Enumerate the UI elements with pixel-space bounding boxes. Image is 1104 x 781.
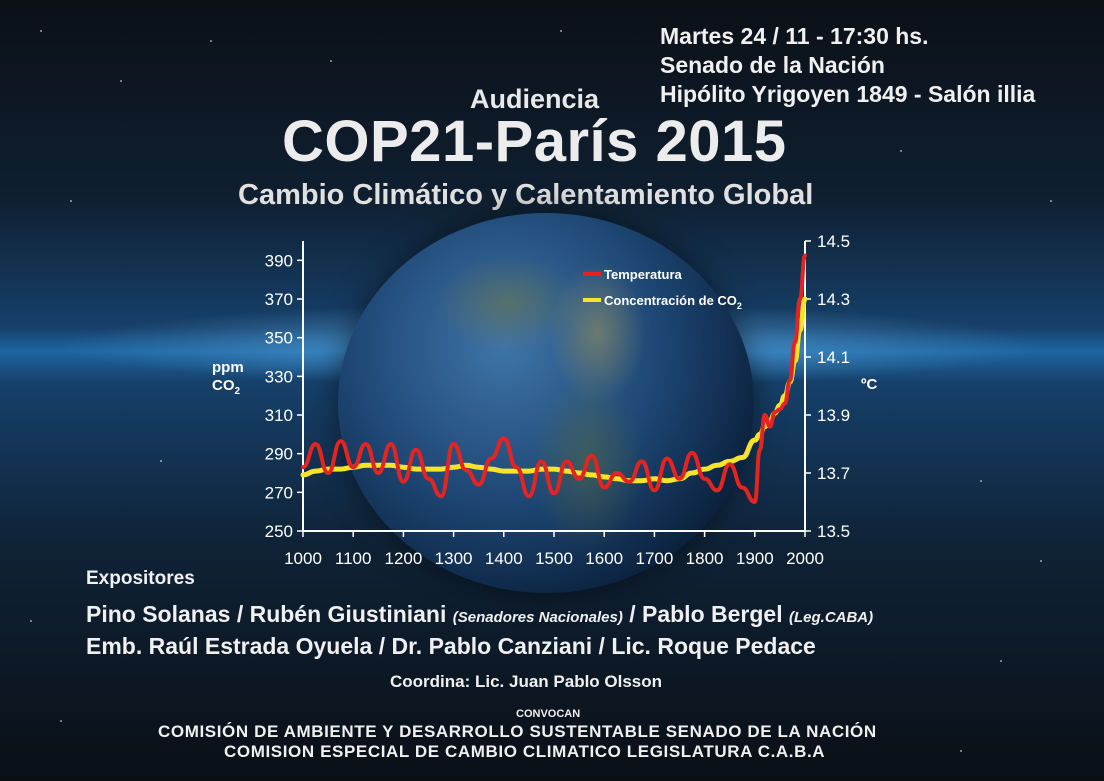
y-left-label-top: ppm — [212, 359, 244, 376]
y-left-label-sub: 2 — [234, 386, 241, 397]
y-left-tick-label: 310 — [265, 406, 293, 425]
y-right-tick-label: 13.9 — [817, 406, 850, 425]
x-tick-label: 1600 — [585, 549, 623, 568]
y-left-tick-label: 390 — [265, 251, 293, 270]
legend-label-temperature: Temperatura — [604, 267, 683, 282]
y-left-tick-label: 370 — [265, 290, 293, 309]
speakers-line-1: Pino Solanas / Rubén Giustiniani (Senado… — [86, 601, 873, 628]
y-right-label: ºC — [861, 376, 878, 393]
organizers-heading: CONVOCAN — [516, 708, 581, 720]
pre-title: Audiencia — [470, 84, 600, 114]
speakers-heading: Expositores — [86, 568, 195, 589]
event-date-time: Martes 24 / 11 - 17:30 hs. — [660, 23, 929, 49]
x-tick-label: 1500 — [535, 549, 573, 568]
x-tick-label: 1900 — [736, 549, 774, 568]
chart-lines — [300, 253, 808, 504]
y-left-tick-label: 350 — [265, 329, 293, 348]
x-tick-label: 1200 — [384, 549, 422, 568]
coordinator: Coordina: Lic. Juan Pablo Olsson — [390, 672, 663, 691]
page-title: COP21-París 2015 — [282, 109, 787, 174]
chart-legend: Temperatura Concentración de CO2 — [583, 267, 742, 311]
y-right-tick-label: 13.5 — [817, 522, 850, 541]
x-tick-label: 1700 — [635, 549, 673, 568]
y-left-tick-label: 250 — [265, 522, 293, 541]
y-left-tick-label: 290 — [265, 445, 293, 464]
temperature-series-line — [301, 253, 807, 504]
senators-role: (Senadores Nacionales) — [452, 609, 623, 626]
y-right-tick-label: 14.5 — [817, 232, 850, 251]
x-tick-label: 2000 — [786, 549, 824, 568]
y-left-label-main: CO — [212, 377, 235, 394]
x-tick-label: 1100 — [335, 549, 372, 568]
speakers-senators: Pino Solanas / Rubén Giustiniani — [86, 601, 447, 627]
y-right-tick-label: 14.3 — [817, 290, 850, 309]
co2-series-line — [300, 296, 808, 484]
x-tick-label: 1400 — [485, 549, 523, 568]
legend-label-co2-sub: 2 — [737, 301, 742, 311]
page-subtitle: Cambio Climático y Calentamiento Global — [238, 179, 814, 211]
x-tick-label: 1300 — [435, 549, 473, 568]
event-info: Martes 24 / 11 - 17:30 hs. Senado de la … — [660, 22, 1035, 109]
x-tick-label: 1000 — [284, 549, 322, 568]
bergel-role: (Leg.CABA) — [788, 609, 874, 626]
y-right-tick-label: 14.1 — [817, 348, 850, 367]
legend-label-co2: Concentración de CO2 — [604, 293, 742, 311]
y-left-tick-label: 330 — [265, 367, 293, 386]
event-venue: Senado de la Nación — [660, 52, 885, 78]
organizer-legislature: COMISION ESPECIAL DE CAMBIO CLIMATICO LE… — [224, 742, 826, 761]
chart-axes: 250 270 290 310 330 350 370 390 13.5 13.7 13.9 14.1… — [265, 232, 850, 568]
y-right-tick-label: 13.7 — [817, 464, 850, 483]
x-tick-label: 1800 — [686, 549, 724, 568]
y-left-label: CO2 — [212, 377, 240, 397]
event-address: Hipólito Yrigoyen 1849 - Salón illia — [660, 81, 1036, 107]
speaker-bergel: / Pablo Bergel — [629, 601, 783, 627]
y-left-tick-label: 270 — [265, 483, 293, 502]
speakers-line-2: Emb. Raúl Estrada Oyuela / Dr. Pablo Can… — [86, 633, 816, 659]
earth-globe-image — [338, 213, 754, 593]
organizer-senate: COMISIÓN DE AMBIENTE Y DESARROLLO SUSTEN… — [158, 722, 877, 741]
